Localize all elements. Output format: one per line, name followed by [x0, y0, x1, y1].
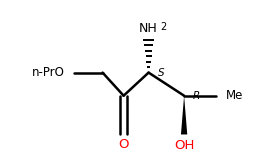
- Text: OH: OH: [174, 139, 194, 152]
- Text: S: S: [158, 68, 164, 78]
- Text: O: O: [118, 138, 129, 151]
- Polygon shape: [181, 96, 187, 134]
- Text: 2: 2: [160, 22, 166, 32]
- Text: R: R: [193, 91, 200, 101]
- Text: n-PrO: n-PrO: [32, 66, 65, 79]
- Text: NH: NH: [139, 22, 158, 35]
- Text: Me: Me: [226, 89, 244, 102]
